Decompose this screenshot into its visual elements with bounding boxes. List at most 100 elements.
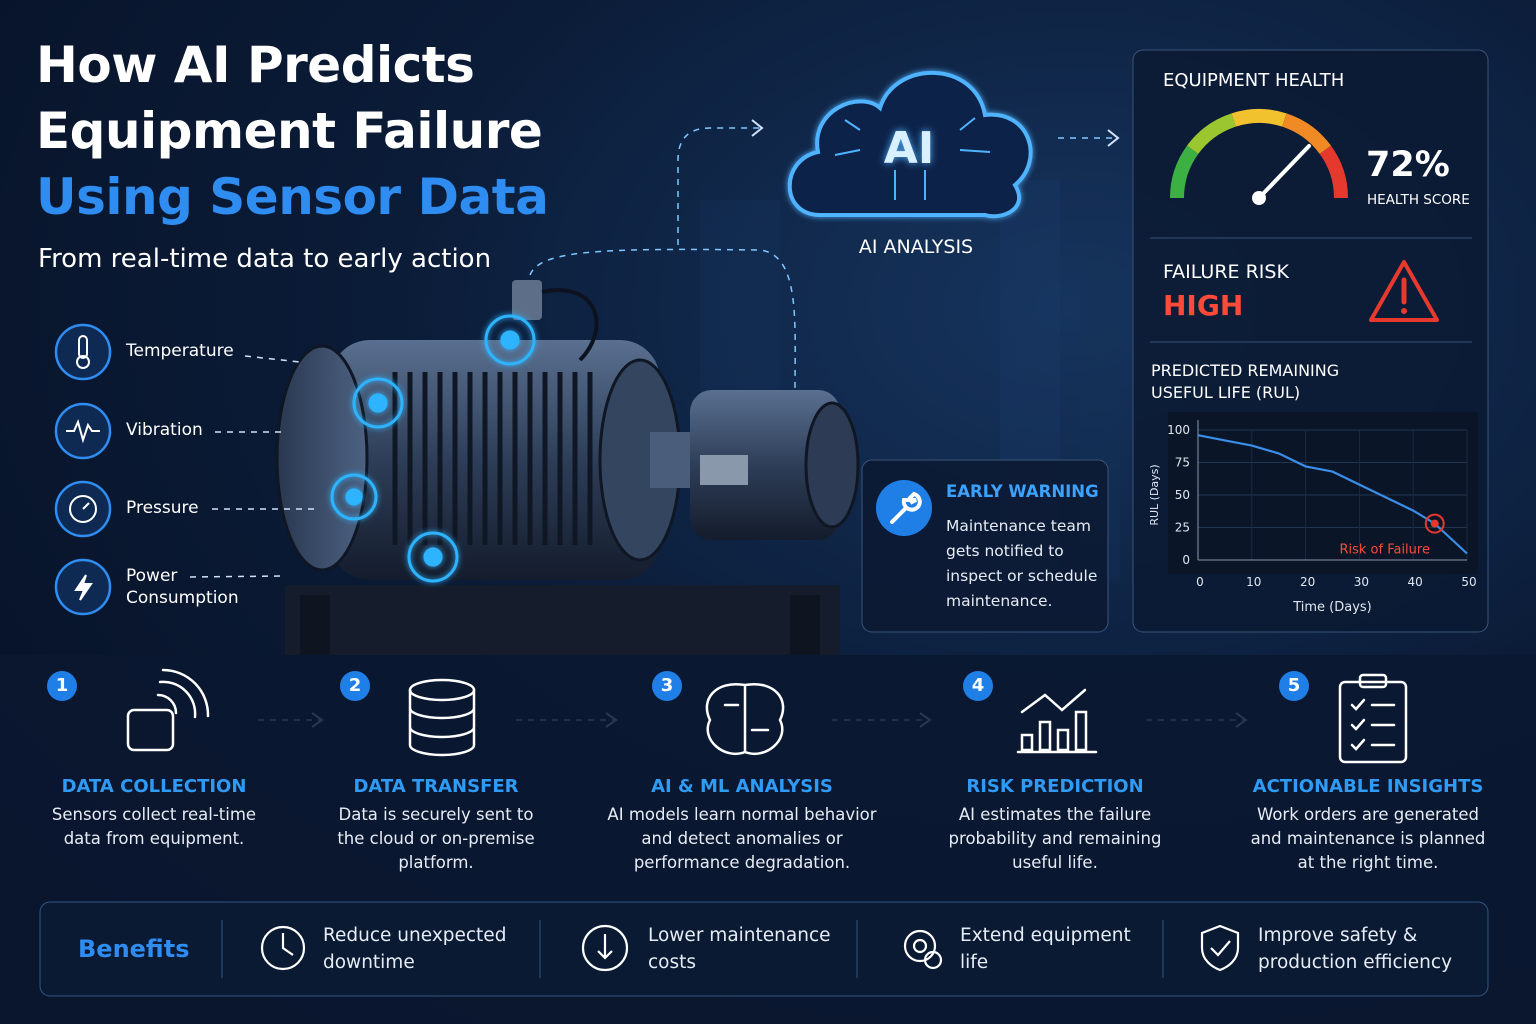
arrowheads-part [1107,129,1120,147]
x-axis-label: Time (Days) [1292,600,1372,615]
sensor-targets-part [352,377,404,429]
step-icons-part [1020,688,1087,714]
title: Using Sensor Data [36,168,549,226]
health-score: 72% [1366,145,1450,185]
step-icons-part [705,682,785,755]
connectors-part [677,127,760,245]
sensor-label: Vibration [126,420,203,440]
sensor-icons-part [54,402,112,460]
sensor-targets-part [330,473,378,521]
step-text: Data is securely sent to the cloud or on… [337,805,535,872]
ai-label: AI ANALYSIS [858,236,974,258]
y-tick-label: 75 [1175,456,1190,470]
health-panel-part [1401,308,1407,314]
motor-part [790,595,820,655]
ai-cloud-part [787,70,1033,219]
ai-cloud-part-part [959,117,976,131]
health-panel-part: 0 25 50 75 100 0 10 20 30 40 50 RUL (Days) Time (Day… [1148,420,1477,615]
sensor-icons-part-part [78,335,88,359]
step-number: 5 [1279,671,1309,701]
benefits-box-part-part [597,934,613,960]
subtitle: From real-time data to early action [38,244,492,274]
gauge-needle [1257,144,1311,200]
step-icons-part [1020,733,1034,752]
sensor-icons-part-part [66,419,100,444]
ai-icon-text: AI [883,123,935,174]
step-title: RISK PREDICTION [966,776,1144,797]
rul-title: PREDICTED REMAINING USEFUL LIFE (RUL) [1151,361,1340,402]
sensor-icons-part-part [76,355,90,369]
sensor-icons-part-part [82,502,90,510]
x-tick-label: 50 [1461,575,1476,589]
benefits-box-part [260,924,1240,972]
step-icons-part [1358,673,1388,689]
motor-part [300,595,330,655]
step-number: 4 [963,671,993,701]
health-panel-part [1168,412,1478,574]
arrowheads-part [751,119,764,137]
risk-title: FAILURE RISK [1163,261,1289,283]
sensor-icons-part [54,323,112,381]
step-icons-part [1350,698,1396,751]
step-text: Work orders are generated and maintenanc… [1250,805,1486,872]
connectors-part [244,355,301,363]
sensor-label: Power Consumption [126,566,239,608]
risk-marker-dot [1430,519,1439,528]
motor-part [275,344,369,572]
connectors-part [189,575,286,578]
motor-part [541,288,599,362]
benefits-box-part-part [903,929,937,963]
sensor-label: Temperature [126,341,234,361]
sensor-targets-part [407,531,459,583]
benefit: Reduce unexpected downtime [323,925,507,973]
step-title: AI & ML ANALYSIS [651,776,833,797]
benefits-title: Benefits [78,935,190,963]
warning-title: EARLY WARNING [946,482,1099,501]
benefits-box-part [39,901,1489,997]
motor-part [285,585,840,655]
step-title: ACTIONABLE INSIGHTS [1252,776,1484,797]
ai-cloud-part-part [959,149,991,153]
ai-cloud-part-part [844,119,861,131]
x-tick-label: 0 [1196,575,1204,589]
gauge-hub [1252,191,1266,205]
step-text: AI models learn normal behavior and dete… [607,805,877,872]
sensor-targets-part [423,547,443,567]
step-title: DATA COLLECTION [61,776,247,797]
step-icons-part [1038,720,1052,752]
gauge-arc [1319,145,1348,199]
benefit: Improve safety & production efficiency [1258,925,1453,973]
benefit: Extend equipment life [960,925,1131,973]
panel-title: EQUIPMENT HEALTH [1163,70,1345,91]
motor-part [690,390,840,540]
y-axis-label: RUL (Days) [1148,464,1161,525]
step-icons-part [1056,728,1070,752]
benefits-box-part-part [260,925,306,971]
benefits-box-part-part [581,924,629,972]
step-icons [126,668,1408,764]
motor [275,280,860,655]
benefits-box-part-part [912,938,928,954]
sensor-targets-part [368,393,388,413]
health-panel: 0 25 50 75 100 0 10 20 30 40 50 RUL (Days) Time (Day… [1132,49,1489,633]
step-text: Sensors collect real-time data from equi… [51,805,257,848]
step-icons-part [1338,680,1408,764]
benefits-box-part-part [1200,924,1240,972]
x-tick-label: 30 [1354,575,1369,589]
rul-line [1197,434,1468,555]
step-icons-part [408,688,476,757]
benefits-box-part-part [923,950,943,970]
sensor-icons-part-part [69,495,97,523]
risk-level: HIGH [1163,289,1244,322]
connectors-part [529,248,796,391]
sensor-targets [330,314,536,583]
motor-part [392,372,593,545]
step-icons-part [156,668,210,719]
motor-part [512,280,542,320]
motor-part [804,401,860,529]
gauge-arc [1186,113,1237,155]
ai-cloud-part-part [834,149,861,156]
step-number: 1 [47,671,77,701]
benefits-box-part-part [281,933,294,956]
